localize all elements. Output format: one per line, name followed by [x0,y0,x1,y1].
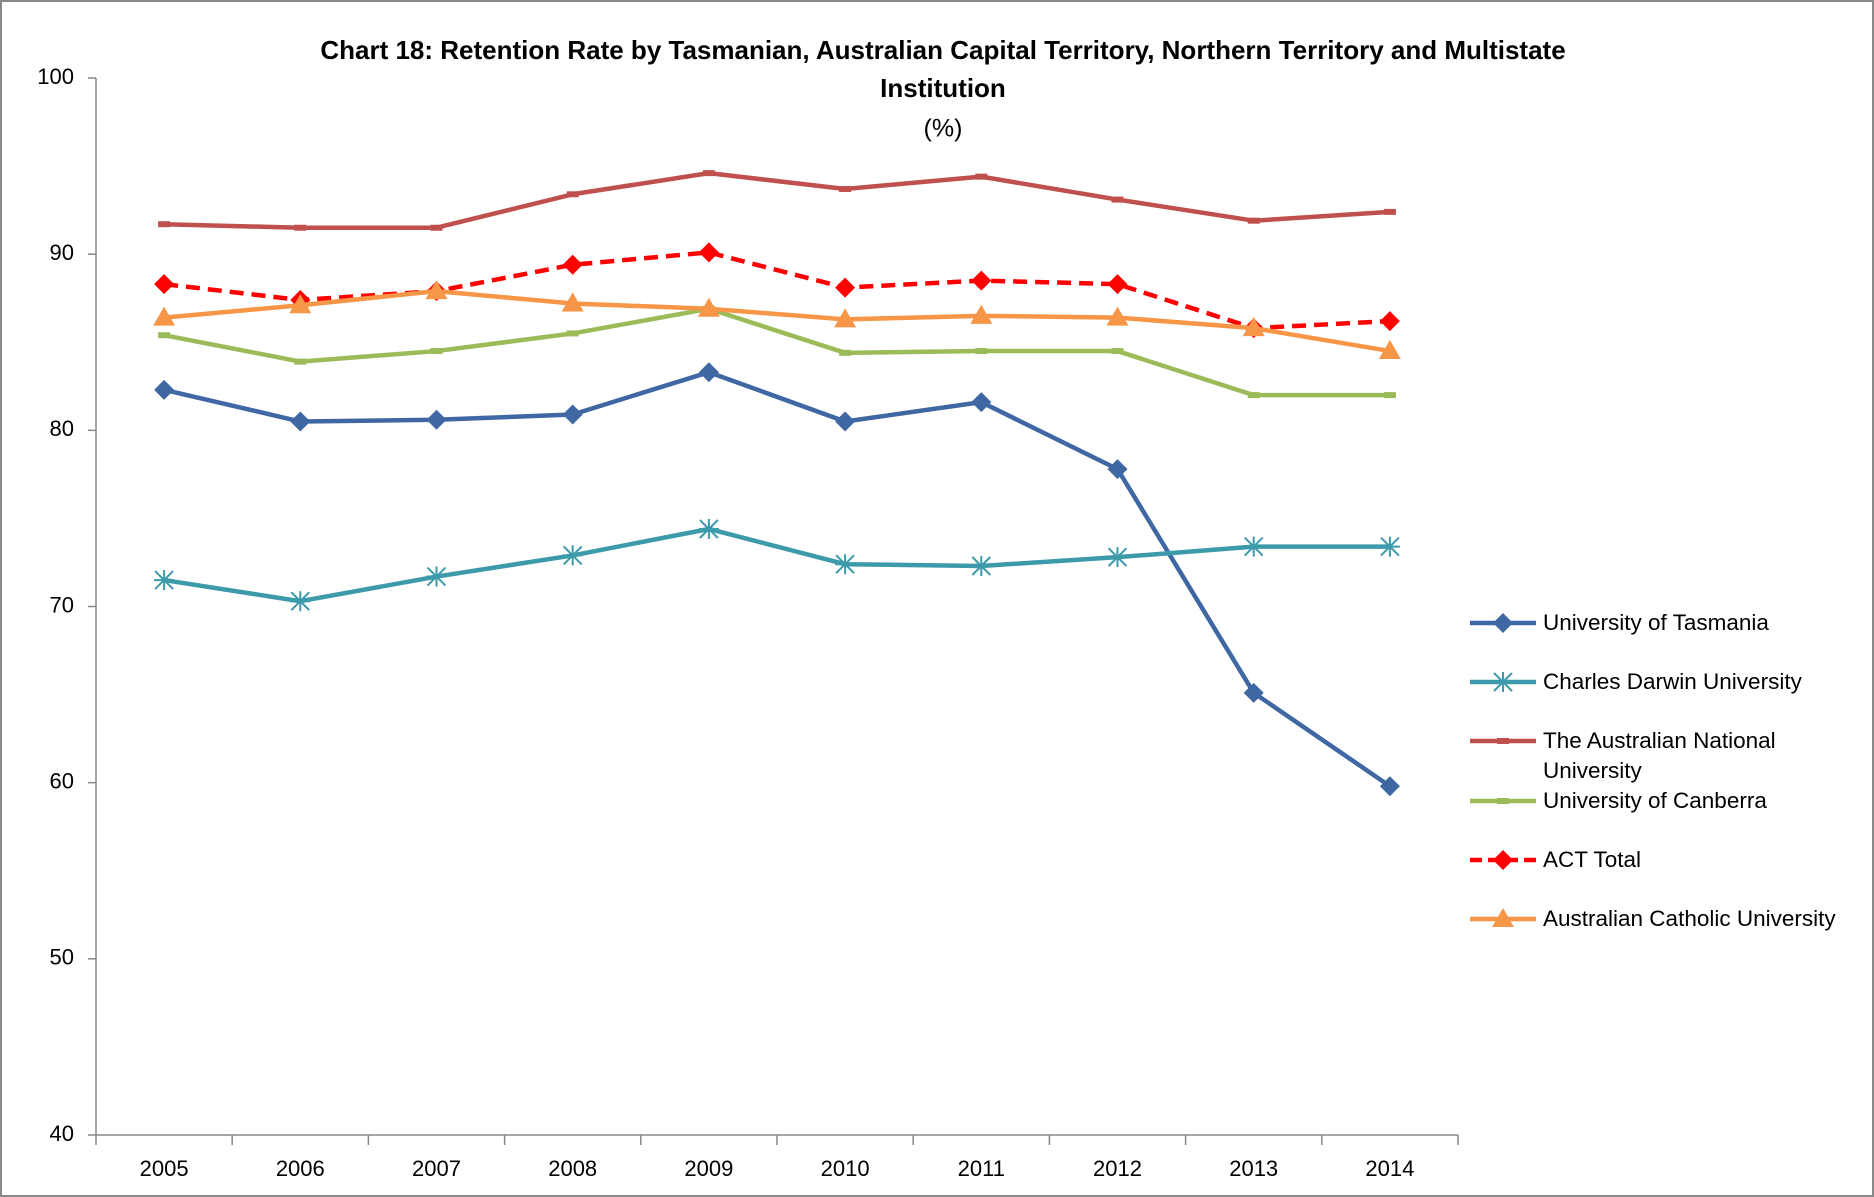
x-tick-label: 2006 [276,1156,325,1181]
legend-item: Charles Darwin University [1468,667,1843,697]
chart-title: Chart 18: Retention Rate by Tasmanian, A… [320,35,1565,65]
legend-label: University of Tasmania [1543,610,1769,635]
legend-label: University of Canberra [1543,788,1767,813]
legend-swatch [1470,738,1536,744]
marker [154,570,175,591]
marker [1493,613,1513,633]
marker [425,280,448,300]
marker [1106,306,1129,326]
marker [1379,311,1400,332]
y-tick-label: 50 [50,945,74,970]
x-tick-label: 2012 [1093,1156,1142,1181]
legend-swatch [1470,850,1536,870]
series-line [163,250,1391,331]
legend-swatch [1470,908,1536,927]
marker [835,554,856,575]
y-tick-label: 90 [50,240,74,265]
series-line [164,170,1391,230]
marker [1379,776,1400,797]
marker [153,306,176,326]
marker [1492,908,1514,927]
marker [1242,317,1265,337]
y-tick-label: 70 [50,592,74,617]
chart-title: Institution [880,73,1006,103]
marker [698,362,719,383]
legend-item: Australian Catholic University [1468,904,1843,934]
series-line [163,288,1391,354]
marker [698,242,719,263]
marker [290,411,311,432]
marker [971,555,992,576]
legend-label: Australian Catholic University [1543,906,1836,931]
legend-item: University of Tasmania [1468,608,1843,638]
x-tick-label: 2009 [684,1156,733,1181]
marker [1493,850,1513,870]
marker [154,379,175,400]
marker [154,274,175,295]
x-tick-label: 2010 [821,1156,870,1181]
legend-item: University of Canberra [1468,786,1843,816]
x-tick-label: 2011 [958,1156,1005,1181]
marker [970,304,993,324]
marker [426,409,447,430]
legend-swatch [1470,798,1536,804]
x-tick-label: 2014 [1365,1156,1414,1181]
x-tick-label: 2005 [140,1156,189,1181]
marker [426,566,447,587]
marker [561,292,584,312]
legend-label: The Australian National University [1543,728,1776,783]
marker [562,404,583,425]
marker [835,411,856,432]
chart-subtitle: (%) [924,115,963,143]
marker [1107,459,1128,480]
marker [834,308,857,328]
legend-swatch [1470,672,1536,692]
legend-item: The Australian National University [1468,726,1843,786]
marker [1379,536,1400,557]
legend-item: ACT Total [1468,845,1843,875]
legend-label: Charles Darwin University [1543,669,1802,694]
y-tick-label: 100 [37,64,74,89]
marker [1493,672,1513,692]
marker [1378,340,1401,360]
y-tick-label: 60 [50,768,74,793]
marker [290,591,311,612]
legend-swatch [1470,613,1536,633]
series-line [163,526,1390,604]
x-tick-label: 2013 [1229,1156,1278,1181]
marker [289,294,312,314]
series-line [163,306,1390,398]
marker [1107,547,1128,568]
x-tick-label: 2008 [548,1156,597,1181]
marker [971,270,992,291]
legend-label: ACT Total [1543,847,1641,872]
marker [1107,274,1128,295]
y-tick-label: 80 [50,416,74,441]
marker [562,545,583,566]
marker [1243,682,1264,703]
x-tick-label: 2007 [412,1156,461,1181]
marker [835,277,856,298]
y-tick-label: 40 [50,1121,74,1146]
marker [698,518,719,539]
marker [971,392,992,413]
series-line [163,369,1392,789]
marker [562,254,583,275]
marker [1243,536,1264,557]
marker [697,297,720,317]
